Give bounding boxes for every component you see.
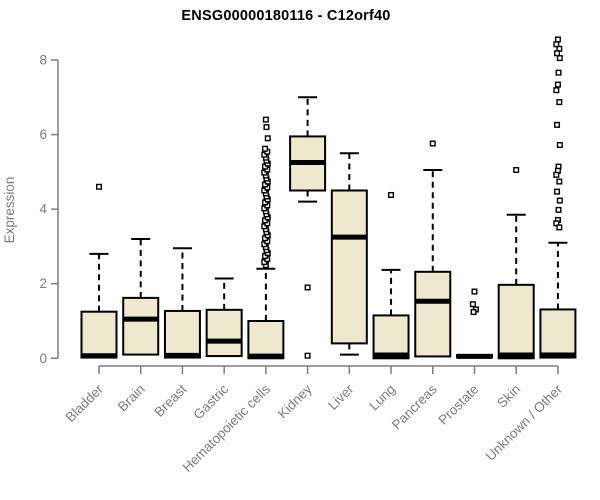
box-lung <box>372 191 410 360</box>
iqr-box <box>247 320 285 360</box>
outlier-point <box>262 116 269 123</box>
outlier-point <box>555 206 562 213</box>
y-tick-label: 0 <box>39 351 47 366</box>
x-tick-label-brain: Brain <box>115 382 148 415</box>
x-tick-label-gastric: Gastric <box>190 381 231 422</box>
outlier-point <box>95 183 102 190</box>
outlier-point <box>556 178 563 185</box>
x-tick-label-pancreas: Pancreas <box>389 381 440 432</box>
x-tick-label-kidney: Kidney <box>275 381 315 421</box>
y-tick-label: 2 <box>39 276 47 291</box>
y-tick-label: 8 <box>39 52 47 67</box>
outlier-point <box>554 188 561 195</box>
y-axis: 0 2 4 6 8 <box>39 52 59 366</box>
chart-title: ENSG00000180116 - C12orf40 <box>181 8 391 24</box>
x-tick-label-skin: Skin <box>494 382 523 411</box>
x-tick-label-lung: Lung <box>366 382 398 414</box>
box-liver <box>330 152 368 356</box>
outlier-point <box>263 124 270 131</box>
iqr-box <box>163 309 201 359</box>
box-bladder <box>80 183 118 359</box>
outlier-point <box>553 87 560 94</box>
outlier-point <box>556 197 563 204</box>
outlier-point <box>556 99 563 106</box>
y-axis-title: Expression <box>2 177 17 244</box>
iqr-box <box>539 308 577 359</box>
outlier-point <box>556 55 563 62</box>
outlier-point <box>554 36 561 43</box>
iqr-box <box>80 310 118 359</box>
box-breast <box>163 247 201 359</box>
x-tick-label-bladder: Bladder <box>63 381 107 425</box>
outlier-point <box>304 352 311 359</box>
outlier-point <box>470 309 477 316</box>
outlier-point <box>513 166 520 173</box>
outlier-point <box>553 171 560 178</box>
outlier-point <box>471 288 478 295</box>
outlier-point <box>469 301 476 308</box>
iqr-box <box>497 283 535 360</box>
outlier-point <box>304 284 311 291</box>
outlier-point <box>554 121 561 128</box>
outlier-point <box>429 140 436 147</box>
x-tick-label-breast: Breast <box>151 381 189 419</box>
outlier-point <box>264 135 271 142</box>
iqr-box <box>414 270 452 358</box>
x-tick-label-liver: Liver <box>325 381 357 413</box>
y-tick-label: 4 <box>39 202 47 217</box>
iqr-box <box>330 189 368 345</box>
outlier-point <box>555 69 562 76</box>
box-kidney <box>289 96 327 359</box>
x-tick-label-unknown-other: Unknown / Other <box>483 381 566 464</box>
outlier-point <box>554 81 561 88</box>
box-unknown-other <box>539 36 577 359</box>
iqr-box <box>122 296 160 356</box>
x-tick-label-prostate: Prostate <box>435 382 481 428</box>
outlier-point <box>554 50 561 57</box>
outlier-point <box>556 142 563 149</box>
box-pancreas <box>414 140 452 358</box>
iqr-box <box>205 308 243 358</box>
iqr-box <box>372 314 410 360</box>
box-hematopoietic-cells <box>247 116 285 360</box>
box-prostate <box>455 288 493 359</box>
outlier-point <box>556 224 563 231</box>
y-tick-label: 6 <box>39 127 47 142</box>
outlier-point <box>388 191 395 198</box>
box-skin <box>497 166 535 360</box>
outlier-point <box>261 145 268 152</box>
box-brain <box>122 237 160 356</box>
box-gastric <box>205 277 243 358</box>
